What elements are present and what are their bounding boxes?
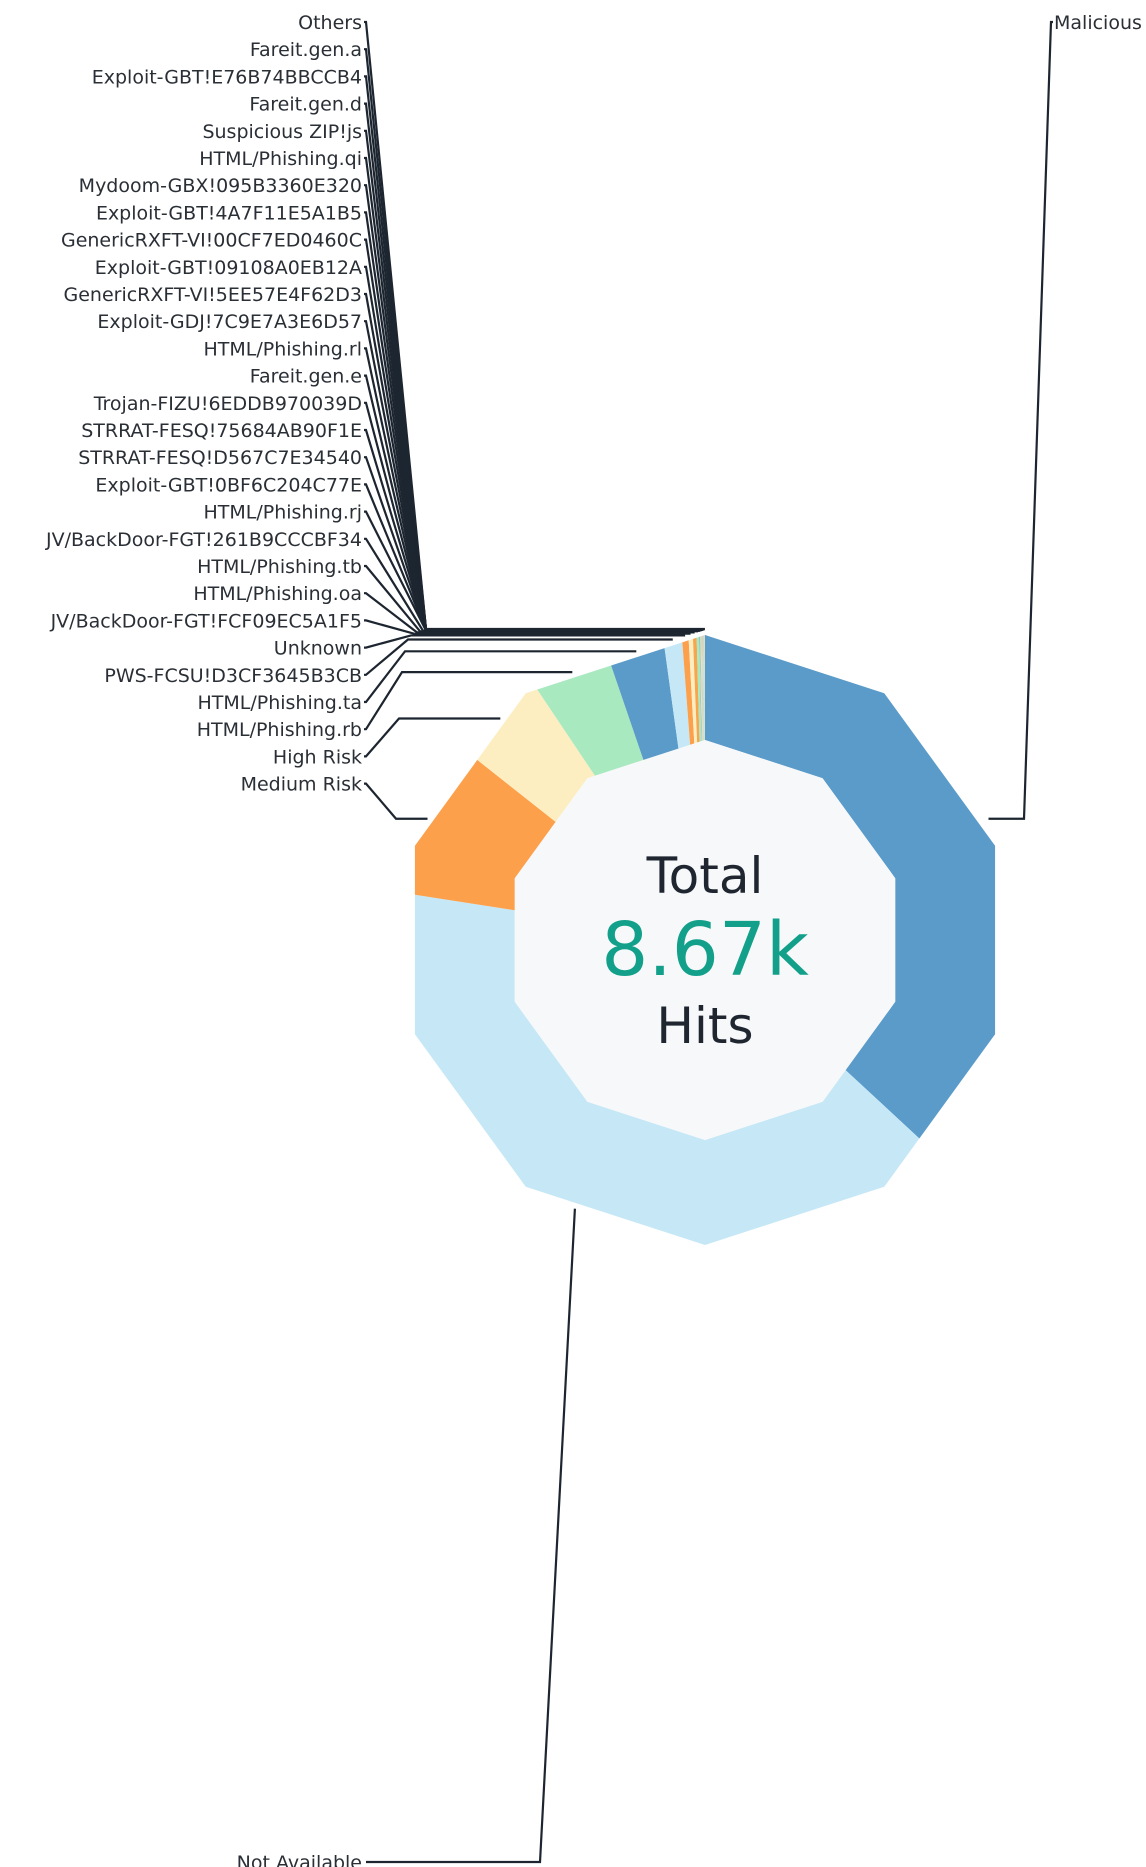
slice-2[interactable] — [414, 759, 556, 911]
leader-line — [364, 782, 428, 820]
slice-label: JV/BackDoor-FGT!261B9CCCBF34 — [45, 529, 362, 551]
slice-label: Trojan-FIZU!6EDDB970039D — [93, 393, 362, 415]
slice-label: Fareit.gen.d — [249, 94, 362, 116]
leader-line — [364, 634, 686, 649]
slice-label: Exploit-GBT!E76B74BBCCB4 — [92, 66, 362, 88]
slice-8[interactable] — [688, 638, 698, 744]
leader-line — [366, 1208, 576, 1864]
leader-line — [364, 650, 637, 704]
slice-label: Unknown — [274, 638, 362, 660]
slice-label: Medium Risk — [241, 774, 362, 796]
donut-center: Total 8.67k Hits — [601, 847, 809, 1055]
slice-23[interactable] — [703, 635, 704, 741]
slice-4[interactable] — [537, 665, 644, 776]
slice-label: Exploit-GBT!09108A0EB12A — [95, 257, 362, 279]
donut-slices — [414, 635, 996, 1245]
slice-label: PWS-FCSU!D3CF3645B3CB — [104, 665, 362, 687]
slice-label: Fareit.gen.e — [250, 366, 362, 388]
leader-line — [364, 671, 573, 731]
slice-22[interactable] — [703, 635, 704, 741]
slice-label: STRRAT-FESQ!75684AB90F1E — [81, 420, 362, 442]
slice-label: HTML/Phishing.oa — [193, 583, 362, 605]
slice-21[interactable] — [702, 635, 704, 741]
slice-label: Others — [298, 12, 362, 34]
leader-line — [364, 20, 705, 631]
slice-label: Fareit.gen.a — [250, 39, 362, 61]
slice-16[interactable] — [701, 636, 703, 741]
slice-9[interactable] — [693, 637, 700, 743]
leader-line — [364, 717, 501, 758]
leader-line — [988, 20, 1053, 820]
slice-label: JV/BackDoor-FGT!FCF09EC5A1F5 — [50, 610, 362, 632]
center-total-value: 8.67k — [601, 907, 809, 993]
slice-24[interactable] — [703, 635, 705, 741]
leader-line — [364, 619, 691, 635]
slice-20[interactable] — [702, 635, 704, 741]
slice-label: Exploit-GDJ!7C9E7A3E6D57 — [97, 311, 362, 333]
center-unit-label: Hits — [656, 997, 753, 1055]
slice-12[interactable] — [699, 636, 702, 742]
leader-lines — [364, 20, 1053, 1864]
slice-25[interactable] — [703, 635, 705, 741]
slice-19[interactable] — [702, 635, 704, 741]
slice-6[interactable] — [664, 642, 691, 749]
slice-label: High Risk — [273, 746, 362, 768]
slice-5[interactable] — [611, 648, 679, 760]
slice-label: Exploit-GBT!0BF6C204C77E — [95, 474, 362, 496]
slice-13[interactable] — [700, 636, 703, 741]
slice-15[interactable] — [701, 636, 703, 741]
slice-7[interactable] — [682, 640, 695, 745]
slice-label: HTML/Phishing.ta — [197, 692, 362, 714]
slice-1[interactable] — [414, 894, 920, 1245]
slice-label: HTML/Phishing.rj — [203, 502, 362, 524]
slice-label: HTML/Phishing.rb — [197, 719, 362, 741]
slice-label: Exploit-GBT!4A7F11E5A1B5 — [96, 202, 362, 224]
slice-label: Not Available — [237, 1852, 362, 1867]
slice-label: HTML/Phishing.rl — [203, 338, 362, 360]
slice-label: STRRAT-FESQ!D567C7E34540 — [78, 447, 362, 469]
slice-label: HTML/Phishing.tb — [197, 556, 362, 578]
slice-10[interactable] — [696, 636, 702, 742]
slice-label: HTML/Phishing.qi — [199, 148, 362, 170]
leader-line — [364, 638, 673, 676]
slice-11[interactable] — [699, 636, 702, 742]
center-total-label: Total — [646, 847, 764, 905]
slice-3[interactable] — [477, 689, 595, 822]
slice-17[interactable] — [701, 635, 704, 741]
slice-label: Suspicious ZIP!js — [202, 121, 362, 143]
slice-labels: Malicious Not Available Medium Risk High Ri… — [45, 12, 1142, 1867]
slice-18[interactable] — [702, 635, 704, 741]
slice-14[interactable] — [700, 636, 703, 741]
slice-0[interactable] — [705, 635, 996, 1139]
slice-26[interactable] — [703, 635, 705, 741]
slice-label: Malicious — [1054, 12, 1142, 34]
slice-label: Mydoom-GBX!095B3360E320 — [79, 175, 362, 197]
donut-hole — [514, 740, 896, 1140]
slice-label: GenericRXFT-VI!00CF7ED0460C — [61, 230, 362, 252]
slice-label: GenericRXFT-VI!5EE57E4F62D3 — [63, 284, 362, 306]
